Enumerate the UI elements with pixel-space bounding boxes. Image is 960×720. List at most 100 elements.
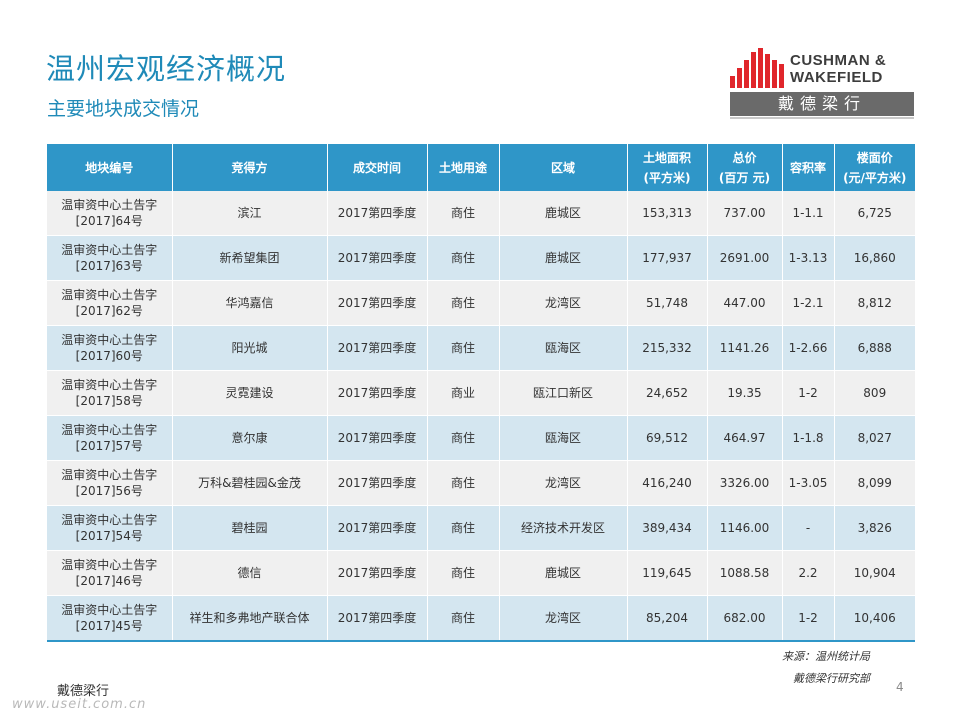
table-row: 温审资中心土告字 [2017]58号 灵霓建设 2017第四季度 商业 瓯江口新区 24,6… [47, 370, 915, 416]
time-cell: 2017第四季度 [327, 415, 428, 461]
parcel-id-line: [2017]64号 [75, 214, 143, 228]
far-cell: 1-3.05 [782, 460, 835, 506]
buyer-cell: 德信 [172, 550, 328, 596]
parcel-id-line: 温审资中心土告字 [61, 243, 158, 257]
parcel-id-cell: 温审资中心土告字 [2017]60号 [47, 325, 173, 371]
column-header-label: 成交时间 [352, 160, 401, 175]
total-price-cell: 447.00 [707, 280, 783, 326]
company-logo: CUSHMAN & WAKEFIELD 戴德梁行 [730, 46, 914, 119]
buyer-cell: 华鸿嘉信 [172, 280, 328, 326]
time-cell: 2017第四季度 [327, 505, 428, 551]
district-cell: 经济技术开发区 [499, 505, 628, 551]
total-price-cell: 3326.00 [707, 460, 783, 506]
land-use-cell: 商住 [427, 415, 500, 461]
parcel-id-cell: 温审资中心土告字 [2017]56号 [47, 460, 173, 506]
time-cell: 2017第四季度 [327, 191, 428, 236]
column-header: 总价 (百万 元) [707, 144, 783, 191]
column-header: 容积率 [782, 144, 835, 191]
land-area-cell: 69,512 [627, 415, 708, 461]
footer-brand: 戴德梁行 [57, 684, 110, 699]
time-cell: 2017第四季度 [327, 550, 428, 596]
land-area-cell: 119,645 [627, 550, 708, 596]
parcel-id-line: [2017]54号 [75, 529, 143, 543]
land-use-cell: 商住 [427, 595, 500, 642]
column-header-label: 竞得方 [231, 160, 268, 175]
total-price-cell: 2691.00 [707, 235, 783, 281]
land-use-cell: 商住 [427, 505, 500, 551]
logo-line1: CUSHMAN & [790, 52, 887, 69]
column-header: 区域 [499, 144, 628, 191]
logo-divider [730, 117, 914, 119]
parcel-id-cell: 温审资中心土告字 [2017]64号 [47, 191, 173, 236]
parcel-id-line: 温审资中心土告字 [61, 468, 158, 482]
parcel-id-line: [2017]56号 [75, 484, 143, 498]
parcel-id-cell: 温审资中心土告字 [2017]63号 [47, 235, 173, 281]
table-row: 温审资中心土告字 [2017]62号 华鸿嘉信 2017第四季度 商住 龙湾区 51,748… [47, 280, 915, 326]
time-cell: 2017第四季度 [327, 370, 428, 416]
column-header-label: 区域 [550, 160, 575, 175]
time-cell: 2017第四季度 [327, 235, 428, 281]
table-row: 温审资中心土告字 [2017]63号 新希望集团 2017第四季度 商住 鹿城区 177,9… [47, 235, 915, 281]
buyer-cell: 万科&碧桂园&金茂 [172, 460, 328, 506]
total-price-cell: 682.00 [707, 595, 783, 642]
time-cell: 2017第四季度 [327, 460, 428, 506]
district-cell: 瓯海区 [499, 415, 628, 461]
parcel-id-line: [2017]63号 [75, 259, 143, 273]
parcel-id-line: 温审资中心土告字 [61, 288, 158, 302]
table-row: 温审资中心土告字 [2017]57号 意尔康 2017第四季度 商住 瓯海区 69,512 4… [47, 415, 915, 461]
parcel-id-line: 温审资中心土告字 [61, 423, 158, 437]
land-area-cell: 51,748 [627, 280, 708, 326]
source-note: 来源：温州统计局 [782, 650, 870, 663]
parcel-id-line: 温审资中心土告字 [61, 558, 158, 572]
parcel-id-line: [2017]62号 [75, 304, 143, 318]
unit-price-cell: 8,099 [834, 460, 915, 506]
far-cell: 1-1.8 [782, 415, 835, 461]
column-header-label: 地块编号 [85, 160, 134, 175]
unit-price-cell: 16,860 [834, 235, 915, 281]
land-use-cell: 商住 [427, 325, 500, 371]
parcel-id-line: 温审资中心土告字 [61, 333, 158, 347]
table-row: 温审资中心土告字 [2017]64号 滨江 2017第四季度 商住 鹿城区 153,313 7… [47, 191, 915, 236]
logo-line2: WAKEFIELD [790, 69, 883, 86]
column-header-label: 楼面价 [856, 150, 893, 165]
district-cell: 龙湾区 [499, 595, 628, 642]
column-header: 土地面积 (平方米) [627, 144, 708, 191]
parcel-id-cell: 温审资中心土告字 [2017]62号 [47, 280, 173, 326]
logo-wordmark: CUSHMAN & WAKEFIELD [790, 52, 886, 86]
column-header: 楼面价 (元/平方米) [834, 144, 915, 191]
land-use-cell: 商住 [427, 235, 500, 281]
unit-price-cell: 6,725 [834, 191, 915, 236]
table-row: 温审资中心土告字 [2017]54号 碧桂园 2017第四季度 商住 经济技术开发区 389… [47, 505, 915, 551]
logo-bars-icon [730, 48, 784, 88]
parcel-id-cell: 温审资中心土告字 [2017]54号 [47, 505, 173, 551]
column-header: 竞得方 [172, 144, 328, 191]
table-row: 温审资中心土告字 [2017]56号 万科&碧桂园&金茂 2017第四季度 商住 龙湾区 4… [47, 460, 915, 506]
parcel-id-line: [2017]60号 [75, 349, 143, 363]
total-price-cell: 1141.26 [707, 325, 783, 371]
unit-price-cell: 8,812 [834, 280, 915, 326]
page-title: 温州宏观经济概况 [46, 52, 287, 86]
district-cell: 龙湾区 [499, 460, 628, 506]
column-header: 成交时间 [327, 144, 428, 191]
unit-price-cell: 10,904 [834, 550, 915, 596]
total-price-cell: 1146.00 [707, 505, 783, 551]
land-area-cell: 177,937 [627, 235, 708, 281]
column-header-label: 土地面积 [642, 150, 691, 165]
far-cell: 1-2.1 [782, 280, 835, 326]
unit-price-cell: 6,888 [834, 325, 915, 371]
page-number: 4 [896, 680, 904, 694]
page-subtitle: 主要地块成交情况 [47, 98, 200, 120]
column-header-unit: (元/平方米) [843, 170, 907, 185]
far-cell: 1-2 [782, 370, 835, 416]
parcel-id-line: [2017]57号 [75, 439, 143, 453]
parcel-id-line: [2017]46号 [75, 574, 143, 588]
far-cell: 1-2 [782, 595, 835, 642]
unit-price-cell: 809 [834, 370, 915, 416]
logo-chinese: 戴德梁行 [730, 92, 914, 116]
watermark: www.useit.com.cn [12, 697, 147, 712]
parcel-id-line: [2017]58号 [75, 394, 143, 408]
time-cell: 2017第四季度 [327, 325, 428, 371]
district-cell: 鹿城区 [499, 235, 628, 281]
buyer-cell: 碧桂园 [172, 505, 328, 551]
land-area-cell: 85,204 [627, 595, 708, 642]
